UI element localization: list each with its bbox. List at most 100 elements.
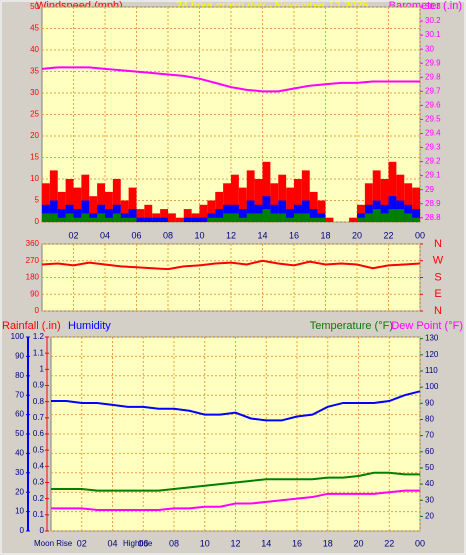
temperature-label: Temperature (°F) xyxy=(310,320,393,332)
y-tick-label: 45 xyxy=(30,24,39,33)
wind-bar xyxy=(238,209,247,222)
wind-bar xyxy=(215,191,224,222)
wind-bar xyxy=(65,213,74,222)
wind-bar xyxy=(57,217,66,222)
wind-bar xyxy=(81,213,90,222)
wind-bar xyxy=(294,179,302,222)
y2-tick-label: 120 xyxy=(425,350,439,359)
y2-tick-label: 29.4 xyxy=(425,129,441,138)
y-tick-label: 40 xyxy=(15,449,24,458)
chart-title: 24 hour graph day - November 12 2025 xyxy=(176,0,369,12)
wind-bar xyxy=(207,200,216,222)
wind-bar xyxy=(42,183,50,222)
y2-tick-label: W xyxy=(433,255,444,267)
wind-bar xyxy=(191,217,200,222)
x-tick-label: 06 xyxy=(131,230,141,240)
wind-bar xyxy=(57,191,66,222)
annotation: Moon Rise xyxy=(34,539,73,548)
y-tick-label: 25 xyxy=(30,110,39,119)
x-tick-label: 02 xyxy=(68,230,78,240)
x-tick-label: 14 xyxy=(261,538,271,548)
y-tick-label: 20 xyxy=(15,487,24,496)
wind-bar xyxy=(278,213,287,222)
x-tick-label: 22 xyxy=(384,538,394,548)
y2-tick-label: 20 xyxy=(425,512,434,521)
y-tick-label: 270 xyxy=(26,256,40,265)
series-line xyxy=(41,259,421,271)
y2-tick-label: 50 xyxy=(425,463,434,472)
y2-tick-label: 60 xyxy=(425,447,434,456)
y2-tick-label: 29.2 xyxy=(425,157,441,166)
wind-bar xyxy=(238,217,247,222)
wind-bar xyxy=(97,183,105,222)
y2-tick-label: 29.9 xyxy=(425,58,441,67)
y2-tick-label: 29.8 xyxy=(425,72,441,81)
wind-bar xyxy=(57,209,66,222)
y-tick-label: 180 xyxy=(26,273,40,282)
series-line xyxy=(51,471,420,492)
wind-bar xyxy=(160,209,168,222)
y2-tick-label: 100 xyxy=(425,382,439,391)
wind-bar xyxy=(128,209,137,222)
wind-bar xyxy=(412,187,420,222)
y-tick-label: 70 xyxy=(15,390,24,399)
wind-bar xyxy=(207,217,216,222)
wind-bar xyxy=(199,217,208,222)
y2-tick-label: 29 xyxy=(425,185,434,194)
y2-tick-label: 40 xyxy=(425,479,434,488)
y2-tick-label: 30.1 xyxy=(425,30,441,39)
wind-bar xyxy=(301,170,310,222)
wind-bar xyxy=(404,183,413,222)
wind-bar xyxy=(404,213,413,222)
x-tick-label: 20 xyxy=(353,538,363,548)
y-tick-label: 90 xyxy=(15,352,24,361)
y2-tick-label: 30 xyxy=(425,495,434,504)
wind-bar xyxy=(105,209,113,222)
x-tick-label: 00 xyxy=(415,538,425,548)
wind-bar xyxy=(89,217,98,222)
wind-bar xyxy=(364,213,373,222)
wind-bar xyxy=(215,209,224,222)
y-tick-label: 100 xyxy=(11,332,25,341)
series-line xyxy=(51,489,420,511)
wind-bar xyxy=(357,217,365,222)
x-tick-label: 08 xyxy=(163,230,173,240)
wind-bar xyxy=(412,217,420,222)
wind-bar xyxy=(223,183,231,222)
y-tick-label: 360 xyxy=(26,239,40,248)
wind-bar xyxy=(73,209,82,222)
wind-bar xyxy=(49,200,58,222)
wind-bar xyxy=(286,187,294,222)
y-tick-label: 35 xyxy=(30,67,39,76)
wind-bar xyxy=(380,213,389,222)
x-tick-label: 10 xyxy=(194,230,204,240)
wind-bar xyxy=(49,213,58,222)
wind-bar xyxy=(238,187,247,222)
wind-bar xyxy=(301,213,310,222)
y-tick-label: 80 xyxy=(15,371,24,380)
x-tick-label: 18 xyxy=(323,538,333,548)
wind-bar xyxy=(254,213,263,222)
wind-bar xyxy=(286,217,294,222)
x-tick-label: 10 xyxy=(200,538,210,548)
x-tick-label: 12 xyxy=(230,538,240,548)
wind-bar xyxy=(223,213,231,222)
y-tick-label: 15 xyxy=(30,153,39,162)
y-tick-label: 20 xyxy=(30,131,39,140)
wind-bar xyxy=(199,204,208,222)
wind-bar xyxy=(388,161,397,222)
x-tick-label: 18 xyxy=(320,230,330,240)
rain-label: Rainfall (.in) xyxy=(2,320,61,332)
wind-bar xyxy=(246,170,255,222)
wind-bar xyxy=(42,213,50,222)
x-tick-label: 00 xyxy=(415,230,425,240)
wind-bar xyxy=(160,217,168,222)
rain-tick-label: 0.5 xyxy=(33,445,45,454)
wind-bar xyxy=(112,213,121,222)
wind-bar xyxy=(215,217,224,222)
y2-tick-label: S xyxy=(434,271,441,283)
wind-bar xyxy=(65,179,74,222)
y-tick-label: 10 xyxy=(30,174,39,183)
wind-bar xyxy=(128,217,137,222)
wind-bar xyxy=(317,200,326,222)
